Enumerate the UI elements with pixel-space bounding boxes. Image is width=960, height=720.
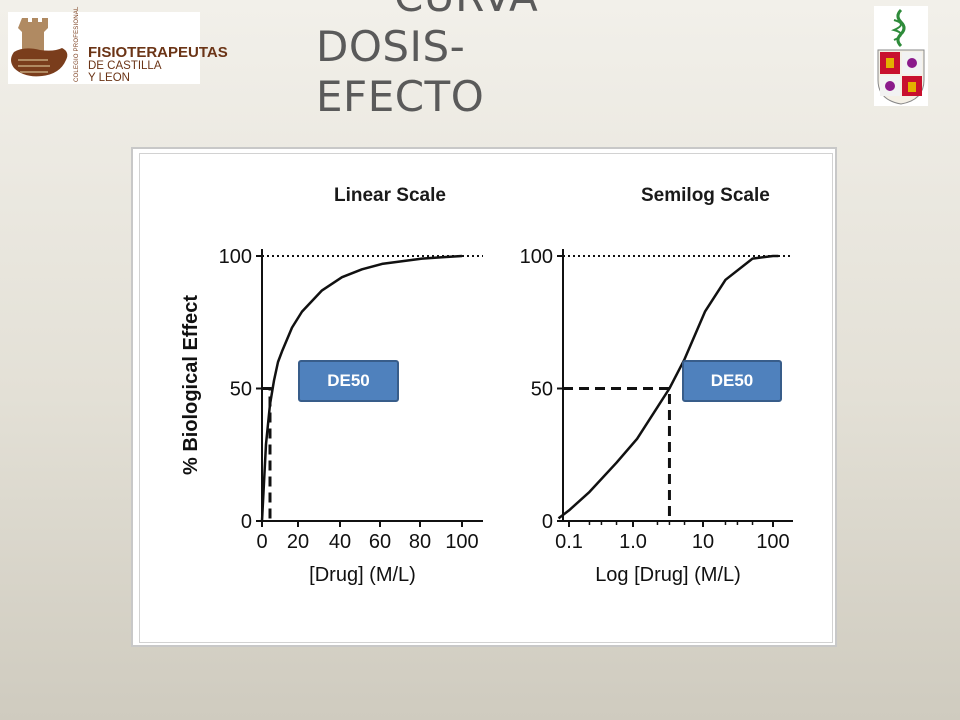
coat-of-arms-icon [874,6,928,106]
y-tick-label-2: 100 [520,246,553,268]
title-line-1: CURVA [316,0,646,22]
title-line-3: EFECTO [316,72,485,121]
x-tick-label-2: 10 [692,531,714,553]
college-logo: COLEGIO PROFESIONAL FISIOTERAPEUTAS DE C… [8,7,228,84]
ed50-dashed-line-1 [262,387,272,521]
x-axis-label-1: [Drug] (M/L) [309,564,416,586]
ed50-label-linear: DE50 [298,360,399,402]
x-tick-label-1: 100 [445,531,478,553]
ed50-dashed-line-2 [563,387,671,521]
x-tick-label-2: 0.1 [555,531,583,553]
logo-name: FISIOTERAPEUTAS [88,44,228,61]
x-axis-label-2: Log [Drug] (M/L) [595,564,741,586]
x-tick-label-1: 40 [329,531,351,553]
y-tick-label-2: 50 [531,379,553,401]
y-tick-label-1: 0 [241,511,252,533]
title-line-2: DOSIS- [316,22,466,71]
x-tick-label-2: 100 [756,531,789,553]
ed50-label-semilog: DE50 [682,360,782,402]
panel-title-1: Linear Scale [334,185,446,206]
y-tick-label-1: 50 [230,379,252,401]
logo-line2: DE CASTILLA [88,60,162,72]
x-tick-label-1: 0 [256,531,267,553]
dose-response-curve-2 [557,254,779,520]
x-tick-label-1: 60 [369,531,391,553]
y-tick-label-1: 100 [219,246,252,268]
x-tick-label-1: 20 [287,531,309,553]
rook-hand-logo-icon [11,18,68,77]
dose-response-curve-1 [260,254,463,522]
x-tick-label-1: 80 [409,531,431,553]
y-tick-label-2: 0 [542,511,553,533]
y-axis-label: % Biological Effect [180,295,202,475]
logo-vertical-text: COLEGIO PROFESIONAL [74,6,80,82]
x-tick-label-2: 1.0 [619,531,647,553]
logo-line3: Y LEON [88,72,130,84]
slide-title: CURVA DOSIS- EFECTO [316,0,646,122]
panel-title-2: Semilog Scale [641,185,770,206]
